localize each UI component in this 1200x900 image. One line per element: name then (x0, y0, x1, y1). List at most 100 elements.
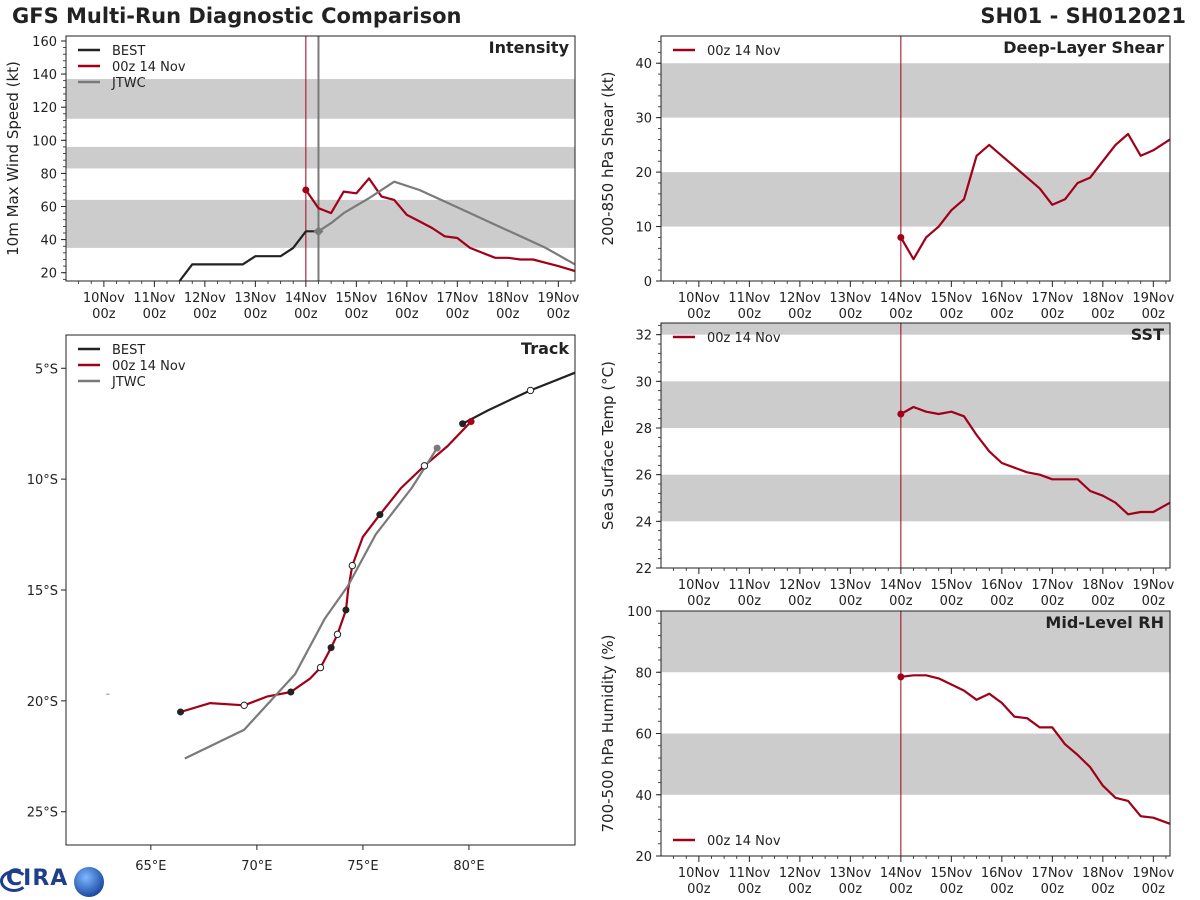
panel-title: Intensity (489, 38, 570, 57)
x-tick-label: 13Nov (829, 291, 871, 306)
init-marker (897, 673, 905, 681)
x-tick-sublabel: 00z (1142, 882, 1166, 897)
panel-title: Mid-Level RH (1045, 613, 1164, 632)
x-tick-label: 18Nov (1082, 291, 1124, 306)
x-tick-label: 75°E (347, 859, 378, 874)
x-tick-sublabel: 00z (345, 307, 369, 322)
y-tick-label: 10 (635, 221, 652, 236)
x-tick-sublabel: 00z (788, 307, 812, 322)
x-tick-label: 16Nov (981, 291, 1023, 306)
x-tick-label: 16Nov (981, 866, 1023, 881)
track-point-filled (287, 688, 295, 696)
track-point-filled (342, 606, 350, 614)
y-tick-label: 28 (635, 422, 652, 437)
y-tick-label: 20 (40, 267, 57, 282)
panel-track: 65°E 70°E 75°E 80°E 5°S 10°S 15°S 20°S 25°S Track… (27, 334, 576, 874)
init-marker (897, 233, 905, 241)
x-tick-sublabel: 00z (738, 882, 762, 897)
x-tick-sublabel: 00z (1142, 307, 1166, 322)
track-point-open (333, 630, 342, 639)
panel-shear: 01020304010Nov00z11Nov00z12Nov00z13Nov00… (599, 35, 1175, 322)
x-tick-label: 10Nov (678, 578, 720, 593)
x-tick-sublabel: 00z (940, 882, 964, 897)
y-tick-label: 40 (635, 789, 652, 804)
x-tick-sublabel: 00z (395, 307, 419, 322)
y-tick-label: 25°S (27, 806, 58, 821)
x-tick-label: 19Nov (1132, 578, 1174, 593)
shade-band (661, 323, 1170, 335)
y-tick-label: 80 (635, 666, 652, 681)
x-tick-sublabel: 00z (496, 307, 520, 322)
series-line-gfs (900, 405, 1171, 516)
track-point-filled (376, 511, 384, 519)
x-tick-sublabel: 00z (92, 307, 116, 322)
x-tick-sublabel: 00z (839, 594, 863, 609)
y-axis-label: Sea Surface Temp (°C) (599, 361, 617, 530)
plot-frame (65, 35, 576, 282)
x-tick-label: 10Nov (678, 291, 720, 306)
track-point-filled (467, 417, 475, 425)
legend-label: JTWC (111, 375, 146, 390)
x-tick-label: 17Nov (1031, 578, 1073, 593)
y-axis-label: 10m Max Wind Speed (kt) (4, 61, 22, 256)
y-tick-label: 20 (635, 166, 652, 181)
legend-label: 00z 14 Nov (707, 44, 781, 59)
panel-title: Track (521, 339, 569, 358)
x-tick-sublabel: 00z (889, 882, 913, 897)
legend-label: 00z 14 Nov (112, 359, 186, 374)
x-tick-label: 11Nov (728, 578, 770, 593)
track-point-open (240, 701, 248, 710)
shade-band (661, 611, 1170, 673)
x-tick-label: 11Nov (728, 866, 770, 881)
x-tick-label: 11Nov (133, 291, 175, 306)
track-point-open (316, 663, 325, 672)
y-tick-label: 20 (635, 850, 652, 865)
x-tick-label: 13Nov (829, 578, 871, 593)
panel-title: Deep-Layer Shear (1003, 38, 1164, 57)
y-tick-label: 60 (635, 728, 652, 743)
init-marker (897, 410, 905, 418)
x-tick-label: 14Nov (880, 291, 922, 306)
track-point-filled (433, 444, 441, 452)
track-point-filled (459, 420, 467, 428)
x-tick-sublabel: 00z (1041, 882, 1065, 897)
y-tick-label: 100 (627, 605, 652, 620)
y-tick-label: 80 (40, 167, 57, 182)
x-tick-label: 16Nov (981, 578, 1023, 593)
shade-band (661, 474, 1170, 522)
shade-band (66, 146, 575, 169)
y-tick-label: 32 (635, 329, 652, 344)
series-line-jtwc (317, 180, 576, 266)
x-tick-label: 18Nov (1082, 866, 1124, 881)
x-tick-sublabel: 00z (1041, 594, 1065, 609)
y-tick-label: 10°S (27, 473, 58, 488)
x-tick-sublabel: 00z (294, 307, 318, 322)
x-tick-sublabel: 00z (687, 594, 711, 609)
x-tick-label: 15Nov (930, 291, 972, 306)
legend-label: 00z 14 Nov (707, 331, 781, 346)
x-tick-sublabel: 00z (1142, 594, 1166, 609)
y-tick-label: 100 (32, 134, 57, 149)
logo-arc-icon (0, 870, 28, 892)
track-point-open (526, 386, 535, 395)
x-tick-label: 10Nov (83, 291, 125, 306)
x-tick-sublabel: 00z (990, 882, 1014, 897)
legend-label: BEST (112, 343, 145, 358)
y-tick-label: 120 (32, 101, 57, 116)
plot-frame (65, 334, 576, 846)
y-tick-label: 160 (32, 35, 57, 50)
x-tick-label: 12Nov (184, 291, 226, 306)
x-tick-sublabel: 00z (738, 307, 762, 322)
track-line-jtwc (184, 447, 439, 760)
globe-icon (74, 867, 104, 897)
x-tick-label: 19Nov (1132, 866, 1174, 881)
x-tick-label: 12Nov (779, 291, 821, 306)
x-tick-sublabel: 00z (940, 307, 964, 322)
figure-title: GFS Multi-Run Diagnostic Comparison (12, 4, 462, 28)
shade-band (66, 199, 575, 248)
x-tick-sublabel: 00z (687, 882, 711, 897)
x-tick-sublabel: 00z (1091, 594, 1115, 609)
x-tick-sublabel: 00z (788, 594, 812, 609)
legend-label: JTWC (111, 76, 146, 91)
